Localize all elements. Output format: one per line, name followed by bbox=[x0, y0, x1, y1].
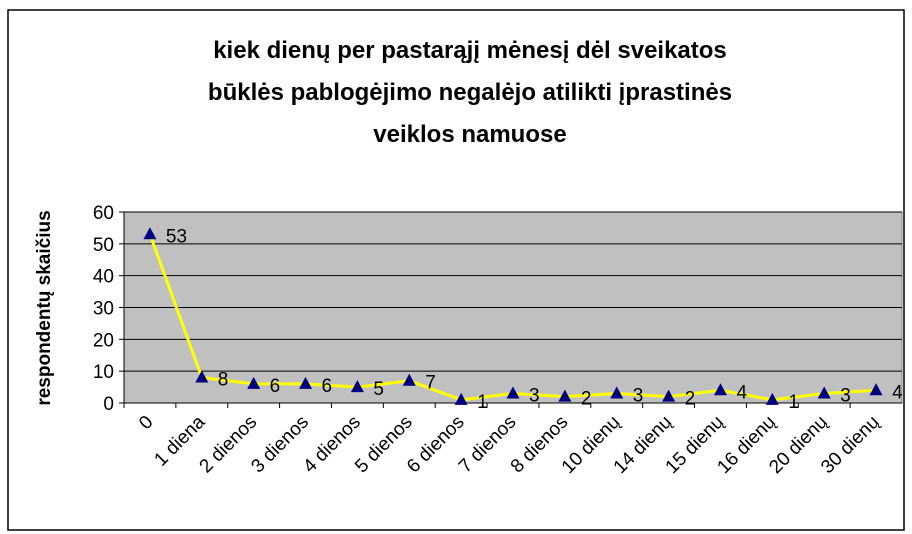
y-axis-title: respondentų skaičius bbox=[34, 210, 55, 405]
data-label: 3 bbox=[529, 385, 540, 406]
marker bbox=[558, 389, 572, 402]
chart-title: veiklos namuose bbox=[373, 121, 566, 148]
y-tick-label: 0 bbox=[103, 394, 114, 415]
marker bbox=[817, 386, 831, 399]
marker bbox=[765, 392, 779, 405]
marker bbox=[143, 227, 157, 240]
data-label: 2 bbox=[581, 389, 592, 410]
y-tick-label: 50 bbox=[93, 235, 114, 256]
marker bbox=[299, 376, 313, 389]
data-label: 3 bbox=[633, 385, 644, 406]
marker bbox=[350, 380, 364, 393]
data-label: 7 bbox=[425, 373, 436, 394]
y-tick-label: 30 bbox=[93, 299, 114, 320]
y-tick-label: 20 bbox=[93, 330, 114, 351]
marker bbox=[195, 370, 209, 383]
data-label: 4 bbox=[736, 382, 747, 403]
data-label: 4 bbox=[892, 382, 903, 403]
data-label: 6 bbox=[270, 376, 281, 397]
y-tick-label: 40 bbox=[93, 267, 114, 288]
data-label: 53 bbox=[166, 226, 187, 247]
marker bbox=[454, 392, 468, 405]
chart-title: kiek dienų per pastarąjį mėnesį dėl svei… bbox=[213, 37, 727, 64]
y-tick-label: 10 bbox=[93, 362, 114, 383]
data-label: 6 bbox=[322, 376, 333, 397]
y-tick-label: 60 bbox=[93, 203, 114, 224]
data-label: 1 bbox=[788, 392, 799, 413]
data-label: 3 bbox=[840, 385, 851, 406]
marker bbox=[610, 386, 624, 399]
marker bbox=[247, 376, 261, 389]
marker bbox=[402, 373, 416, 386]
data-label: 1 bbox=[477, 392, 488, 413]
chart-title: būklės pablogėjimo negalėjo atilikti įpr… bbox=[208, 79, 732, 106]
marker bbox=[662, 389, 676, 402]
marker bbox=[506, 386, 520, 399]
data-label: 2 bbox=[685, 389, 696, 410]
data-label: 5 bbox=[373, 379, 384, 400]
marker bbox=[713, 383, 727, 396]
data-label: 8 bbox=[218, 370, 229, 391]
marker bbox=[869, 383, 883, 396]
